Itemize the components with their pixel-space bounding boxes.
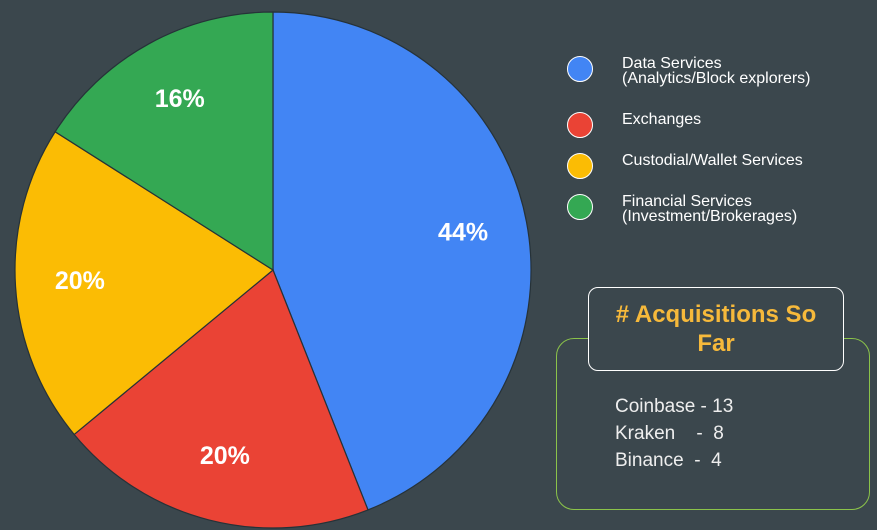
pie-slice — [73, 269, 369, 529]
pie-slice — [14, 130, 275, 436]
acquisition-line: Kraken - 8 — [615, 423, 724, 444]
pie-slice — [54, 11, 274, 272]
legend-label: Data Services (Analytics/Block explorers… — [622, 55, 811, 87]
legend-swatch — [567, 112, 593, 138]
acquisitions-title: # Acquisitions So Far — [588, 287, 844, 371]
slice-label: 16% — [155, 85, 205, 113]
acquisition-line: Coinbase - 13 — [615, 396, 734, 417]
pie-slice — [272, 11, 532, 511]
legend-item: Custodial/Wallet Services — [565, 152, 815, 179]
legend-label: Exchanges — [622, 111, 702, 128]
acquisitions-list: Coinbase - 13 Kraken - 8 Binance - 4 — [615, 393, 733, 474]
legend: Data Services (Analytics/Block explorers… — [565, 56, 815, 250]
slice-label: 20% — [200, 442, 250, 470]
slice-label: 20% — [55, 267, 105, 295]
legend-swatch — [567, 194, 593, 220]
legend-item: Financial Services (Investment/Brokerage… — [565, 193, 815, 225]
slice-label: 44% — [438, 218, 488, 246]
legend-item: Data Services (Analytics/Block explorers… — [565, 55, 815, 87]
legend-label: Financial Services (Investment/Brokerage… — [622, 193, 798, 225]
legend-label: Custodial/Wallet Services — [622, 152, 803, 169]
legend-item: Exchanges — [565, 111, 815, 138]
legend-swatch — [567, 56, 593, 82]
legend-swatch — [567, 153, 593, 179]
acquisition-line: Binance - 4 — [615, 450, 722, 471]
